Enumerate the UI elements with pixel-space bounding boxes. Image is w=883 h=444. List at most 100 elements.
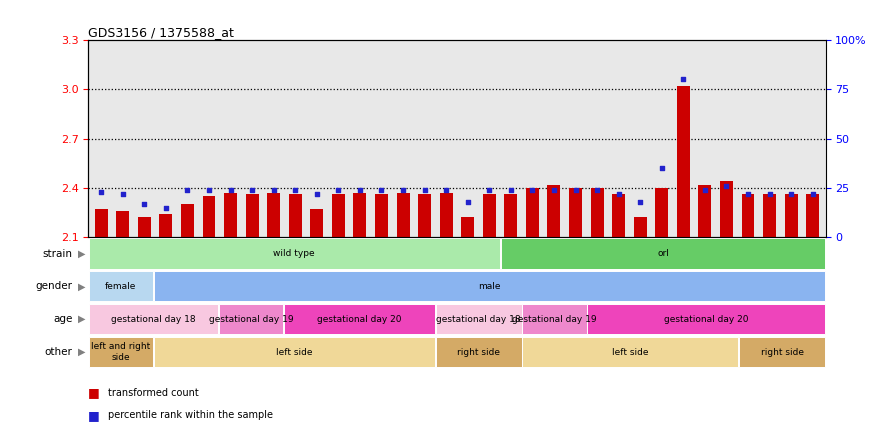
Bar	[245, 194, 259, 237]
Point	[590, 186, 604, 193]
Text: ▶: ▶	[78, 347, 85, 357]
Bar	[117, 211, 129, 237]
Bar	[526, 188, 539, 237]
Bar	[806, 194, 819, 237]
Bar	[181, 204, 194, 237]
Bar	[284, 304, 434, 334]
Text: ■: ■	[88, 408, 100, 422]
Point	[223, 186, 238, 193]
Text: ▶: ▶	[78, 314, 85, 324]
Point	[94, 188, 109, 195]
Bar	[739, 337, 826, 367]
Point	[374, 186, 389, 193]
Bar	[88, 238, 500, 269]
Text: left side: left side	[612, 348, 649, 357]
Text: gender: gender	[35, 281, 72, 291]
Bar	[677, 86, 690, 237]
Text: strain: strain	[42, 249, 72, 258]
Point	[310, 190, 324, 197]
Bar	[504, 194, 517, 237]
Point	[461, 198, 475, 205]
Bar	[88, 304, 218, 334]
Text: age: age	[53, 314, 72, 324]
Text: other: other	[44, 347, 72, 357]
Bar	[219, 304, 283, 334]
Bar	[289, 194, 302, 237]
Bar	[138, 218, 151, 237]
Point	[482, 186, 496, 193]
Bar	[268, 193, 280, 237]
Point	[245, 186, 260, 193]
Bar	[523, 304, 586, 334]
Text: percentile rank within the sample: percentile rank within the sample	[108, 410, 273, 420]
Text: gestational day 20: gestational day 20	[664, 315, 749, 324]
Point	[698, 186, 712, 193]
Point	[159, 204, 173, 211]
Bar	[720, 181, 733, 237]
Bar	[154, 337, 434, 367]
Bar	[763, 194, 776, 237]
Bar	[591, 188, 604, 237]
Text: gestational day 18: gestational day 18	[436, 315, 521, 324]
Text: gestational day 19: gestational day 19	[208, 315, 293, 324]
Bar	[224, 193, 237, 237]
Point	[288, 186, 302, 193]
Point	[353, 186, 367, 193]
Bar	[396, 193, 410, 237]
Bar	[160, 214, 172, 237]
Bar	[612, 194, 625, 237]
Bar	[88, 337, 153, 367]
Bar	[310, 209, 323, 237]
Point	[805, 190, 819, 197]
Bar	[461, 218, 474, 237]
Point	[418, 186, 432, 193]
Point	[569, 186, 583, 193]
Point	[504, 186, 518, 193]
Bar	[742, 194, 754, 237]
Bar	[353, 193, 366, 237]
Bar	[375, 194, 388, 237]
Text: right side: right side	[761, 348, 804, 357]
Bar	[435, 304, 522, 334]
Point	[267, 186, 281, 193]
Point	[763, 190, 777, 197]
Point	[396, 186, 410, 193]
Bar	[483, 194, 495, 237]
Text: gestational day 18: gestational day 18	[111, 315, 196, 324]
Bar	[332, 194, 345, 237]
Text: gestational day 20: gestational day 20	[317, 315, 402, 324]
Point	[633, 198, 647, 205]
Point	[741, 190, 755, 197]
Text: transformed count: transformed count	[108, 388, 199, 398]
Point	[331, 186, 345, 193]
Bar	[94, 209, 108, 237]
Text: left side: left side	[276, 348, 313, 357]
Text: GDS3156 / 1375588_at: GDS3156 / 1375588_at	[88, 26, 234, 39]
Bar	[634, 218, 646, 237]
Bar	[88, 271, 153, 301]
Bar	[569, 188, 582, 237]
Bar	[655, 188, 668, 237]
Bar	[435, 337, 522, 367]
Text: ■: ■	[88, 386, 100, 400]
Text: wild type: wild type	[274, 249, 315, 258]
Point	[439, 186, 453, 193]
Point	[784, 190, 798, 197]
Bar	[587, 304, 826, 334]
Bar	[547, 185, 561, 237]
Point	[180, 186, 194, 193]
Point	[547, 186, 561, 193]
Text: male: male	[479, 282, 501, 291]
Point	[116, 190, 130, 197]
Point	[720, 182, 734, 190]
Point	[525, 186, 540, 193]
Bar	[785, 194, 797, 237]
Bar	[523, 337, 738, 367]
Text: gestational day 19: gestational day 19	[512, 315, 597, 324]
Point	[137, 200, 151, 207]
Point	[676, 76, 691, 83]
Text: ▶: ▶	[78, 249, 85, 258]
Text: ▶: ▶	[78, 281, 85, 291]
Point	[202, 186, 216, 193]
Bar	[501, 238, 826, 269]
